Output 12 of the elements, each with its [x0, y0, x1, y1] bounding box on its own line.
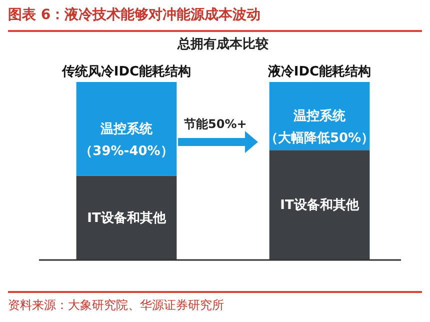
annotation: （大幅降低50%）: [264, 131, 374, 146]
text: IT设备和其他: [87, 210, 166, 226]
series-label: IT设备和其他: [280, 197, 360, 214]
x-tick-label: 液冷IDC能耗结构: [266, 64, 372, 80]
chart-title: 图表 6：液冷技术能够对冲能源成本波动: [8, 6, 261, 24]
series-label: 温控系统: [99, 120, 154, 137]
annotation: （39%-40%）: [80, 144, 174, 159]
text: 温控系统: [294, 109, 346, 124]
text: 资料来源：大象研究院、华源证券研究所: [8, 297, 224, 314]
x-tick-label: 传统风冷IDC能耗结构: [60, 64, 192, 80]
annotation: 节能50%+: [184, 116, 247, 133]
chart-subtitle: 总拥有成本比较: [176, 36, 270, 52]
